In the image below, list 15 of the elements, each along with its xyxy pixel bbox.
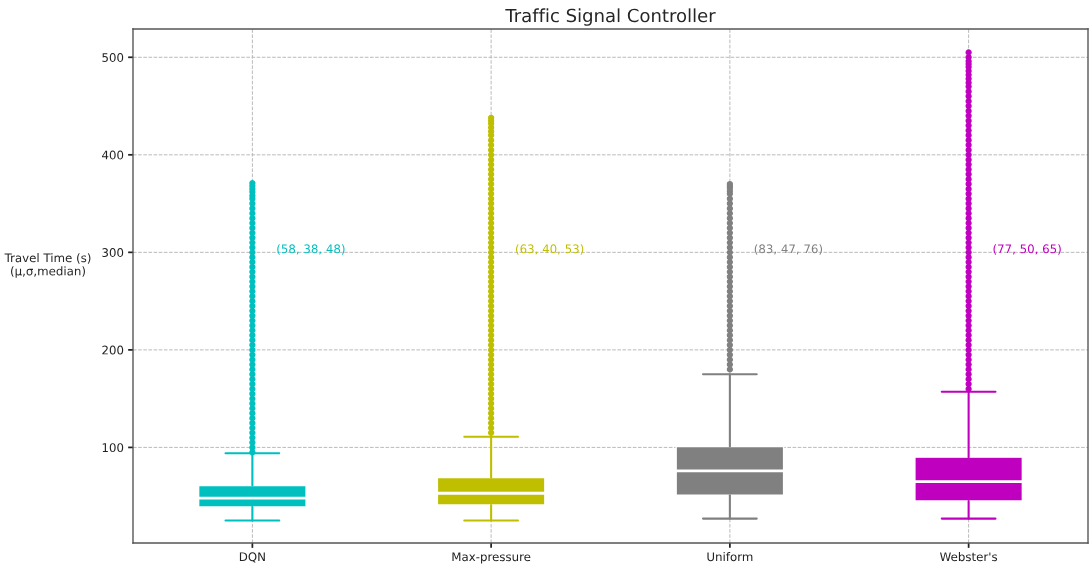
y-tick-label: 100 — [102, 443, 124, 453]
x-tick-label: Uniform — [707, 552, 753, 562]
y-tick-label: 500 — [102, 53, 124, 62]
y-tick-label: 300 — [102, 248, 124, 257]
y-axis-title: Travel Time (s) (μ,σ,median) — [4, 253, 91, 278]
annotation: (83, 47, 76) — [754, 244, 823, 255]
x-tick-label: DQN — [239, 552, 265, 563]
chart-title: Traffic Signal Controller — [505, 8, 716, 26]
x-tick-label: Max-pressure — [452, 552, 531, 564]
annotation: (77, 50, 65) — [993, 244, 1061, 255]
annotation: (58, 38, 48) — [277, 244, 345, 255]
y-tick-label: 400 — [102, 150, 124, 160]
x-tick-label: Webster's — [940, 552, 998, 562]
y-tick-label: 200 — [102, 345, 124, 355]
annotation: (63, 40, 53) — [516, 244, 584, 255]
